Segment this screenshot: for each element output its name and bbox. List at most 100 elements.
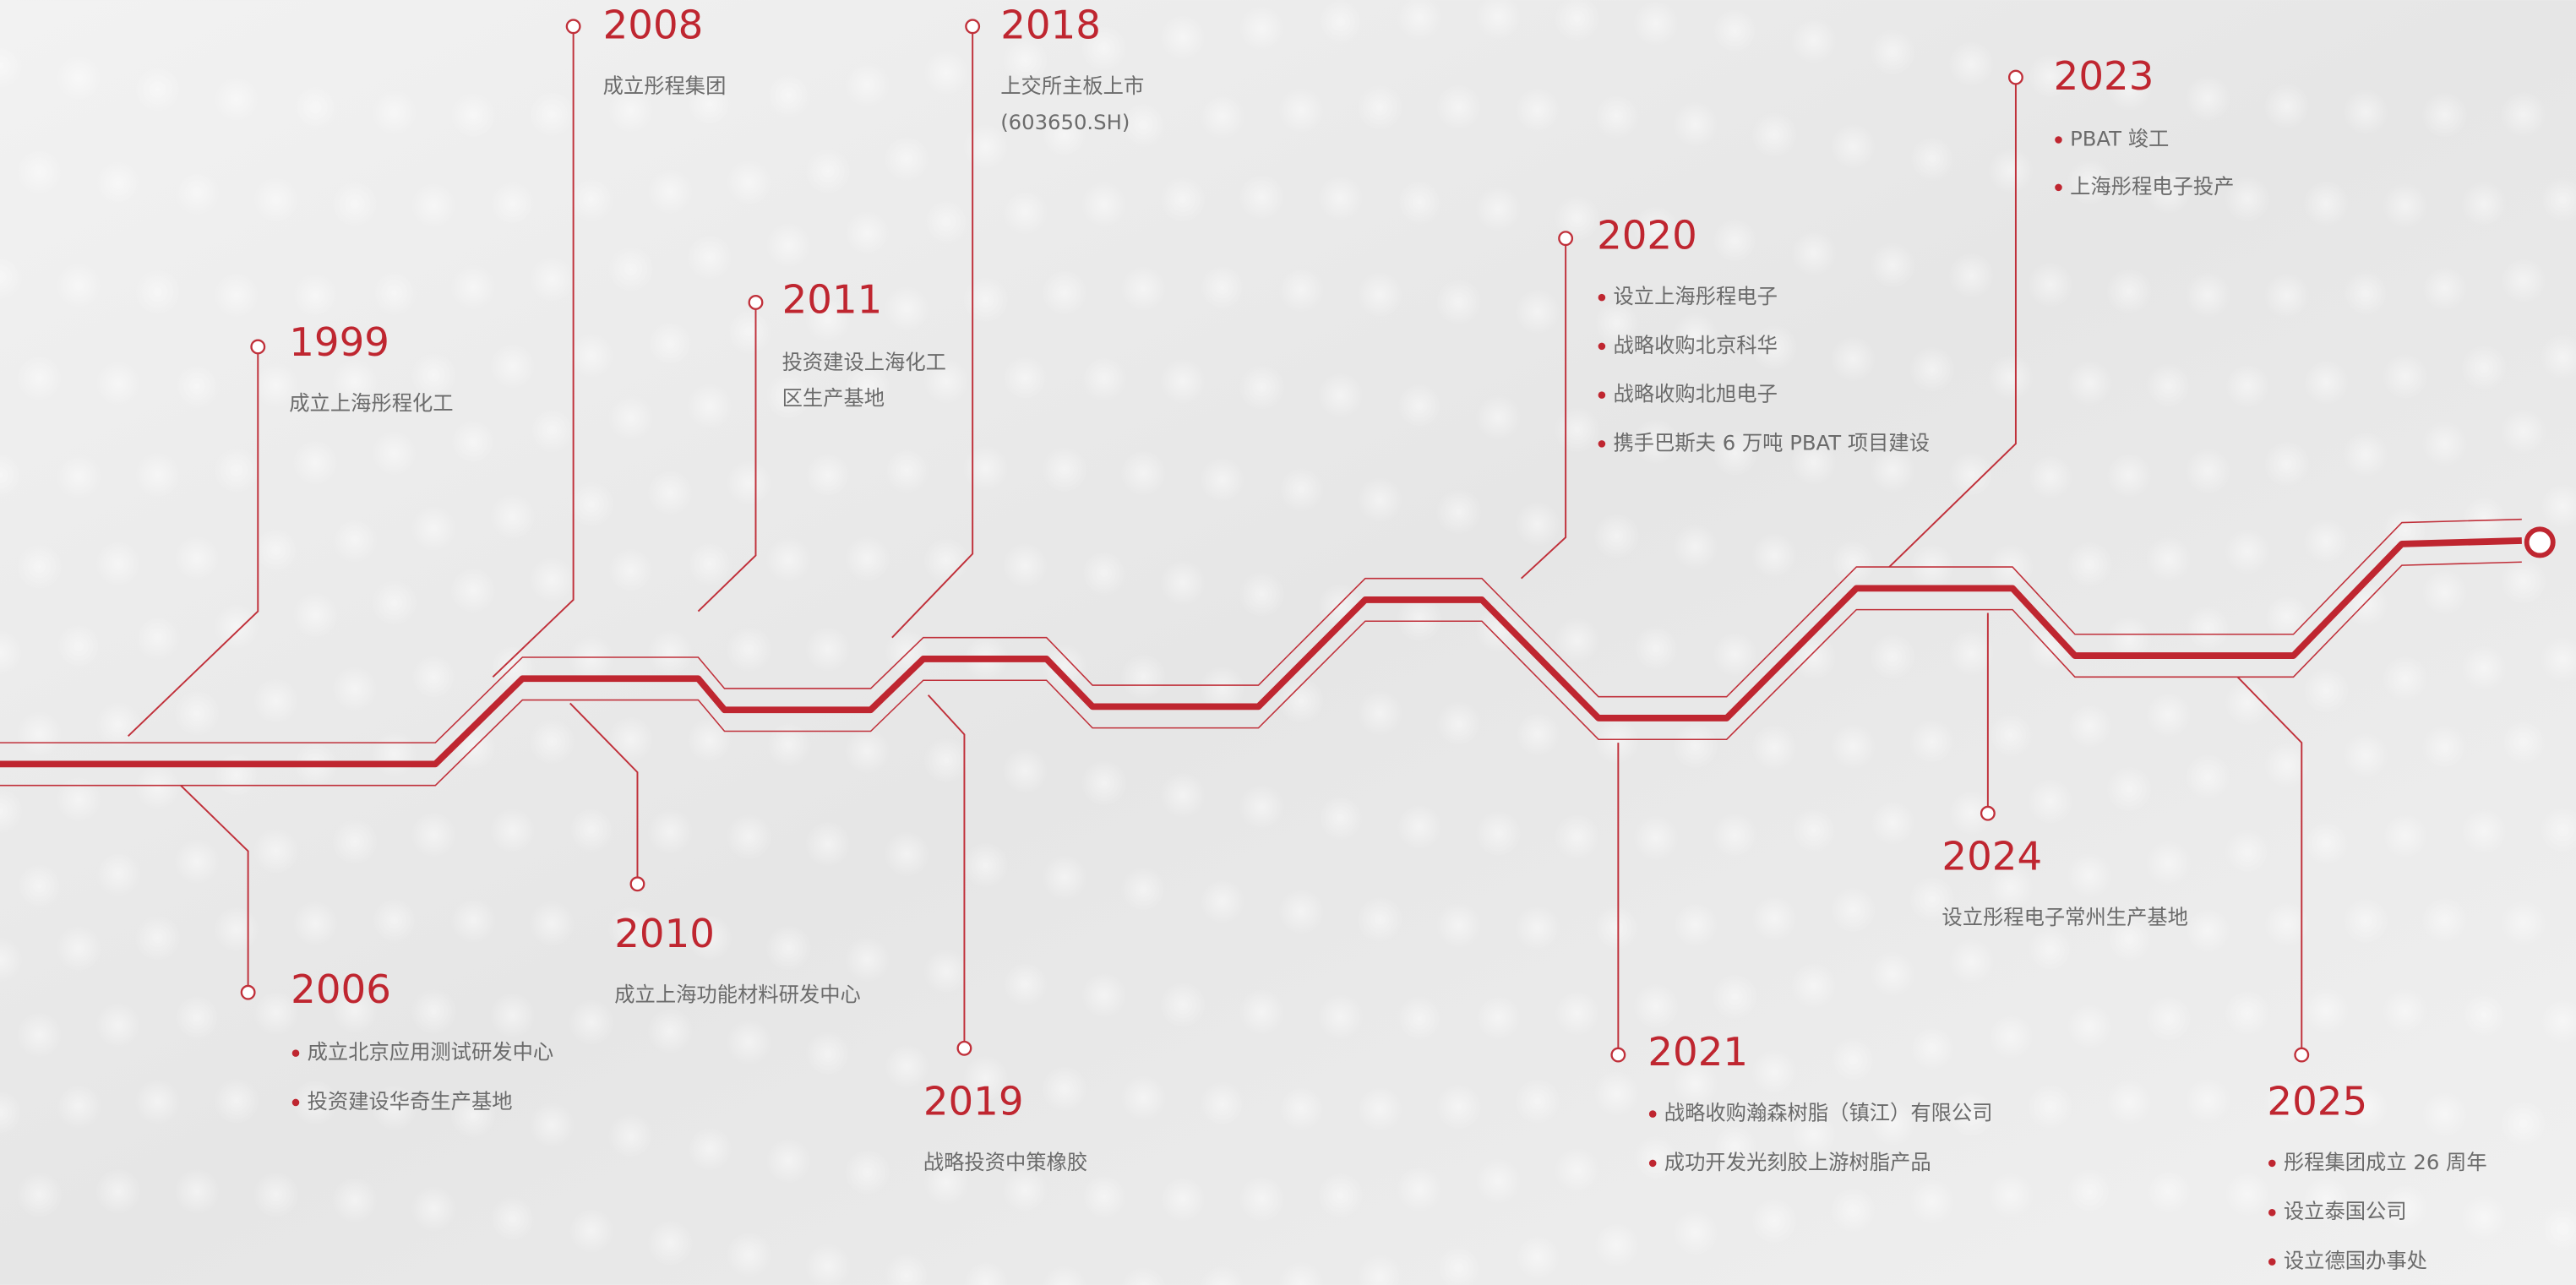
bokeh-dot bbox=[1081, 972, 1126, 1018]
bokeh-dot bbox=[1712, 8, 1757, 54]
bokeh-dot bbox=[1239, 364, 1284, 410]
bokeh-dot bbox=[1791, 230, 1837, 275]
bokeh-dot bbox=[2028, 778, 2073, 824]
bokeh-dot bbox=[16, 544, 62, 590]
bokeh-dot bbox=[726, 308, 771, 354]
bokeh-dot bbox=[411, 1186, 456, 1232]
bokeh-dot bbox=[1002, 542, 1048, 588]
bokeh-dot bbox=[1002, 1168, 1048, 1213]
bokeh-dot bbox=[2421, 92, 2467, 138]
bokeh-dot bbox=[765, 73, 811, 118]
bokeh-dot bbox=[2185, 272, 2230, 318]
bokeh-dot bbox=[1948, 939, 1994, 984]
bokeh-dot bbox=[214, 907, 259, 952]
bokeh-dot bbox=[1081, 182, 1126, 227]
bokeh-dot bbox=[134, 452, 180, 498]
bokeh-dot bbox=[569, 807, 614, 852]
bokeh-dot bbox=[529, 901, 575, 946]
bokeh-dot bbox=[2146, 692, 2192, 738]
bokeh-dot bbox=[2501, 409, 2546, 455]
bokeh-dot bbox=[134, 67, 180, 112]
event-item: 投资建设上海化工 bbox=[782, 350, 946, 374]
bokeh-dot bbox=[1357, 896, 1402, 942]
bokeh-dot bbox=[1633, 815, 1679, 861]
bokeh-dot bbox=[1673, 901, 1718, 947]
bokeh-dot bbox=[16, 356, 62, 401]
bokeh-dot bbox=[1673, 524, 1718, 569]
bokeh-dot bbox=[253, 527, 298, 573]
bokeh-dot bbox=[844, 536, 890, 581]
bokeh-dot bbox=[765, 222, 811, 268]
bokeh-dot bbox=[805, 148, 851, 193]
bokeh-dot bbox=[2383, 656, 2428, 701]
bokeh-dot bbox=[292, 84, 338, 130]
bokeh-dot bbox=[1042, 270, 1087, 315]
bokeh-dot bbox=[411, 988, 456, 1034]
bokeh-dot bbox=[56, 454, 101, 499]
bullet bbox=[1649, 1110, 1657, 1118]
event-item: 成功开发光刻胶上游树脂产品 bbox=[1664, 1150, 1931, 1174]
event-year: 2008 bbox=[603, 3, 704, 49]
bokeh-dot bbox=[2225, 529, 2270, 574]
bokeh-dot bbox=[56, 1083, 101, 1129]
bokeh-dot bbox=[2383, 182, 2428, 228]
bokeh-dot bbox=[1436, 279, 1482, 324]
bokeh-dot bbox=[1870, 29, 1915, 74]
bullet bbox=[1649, 1160, 1657, 1168]
event-item: 设立德国办事处 bbox=[2284, 1249, 2427, 1273]
bokeh-dot bbox=[1278, 88, 1324, 133]
bokeh-dot bbox=[16, 863, 62, 909]
bokeh-dot bbox=[253, 177, 298, 222]
bokeh-dot bbox=[2421, 897, 2467, 943]
bokeh-dot bbox=[569, 482, 614, 527]
bokeh-dot bbox=[2343, 432, 2388, 477]
bokeh-dot bbox=[1357, 84, 1402, 130]
bokeh-dot bbox=[884, 136, 929, 182]
bokeh-dot bbox=[1081, 1173, 1126, 1219]
bokeh-dot bbox=[884, 286, 929, 331]
bokeh-dot bbox=[1791, 808, 1837, 853]
bokeh-dot bbox=[2028, 1084, 2073, 1130]
event-item: 彤程集团成立 26 周年 bbox=[2284, 1150, 2487, 1174]
bokeh-dot bbox=[292, 440, 338, 486]
bokeh-dot bbox=[1199, 879, 1244, 924]
bokeh-dot bbox=[174, 839, 220, 885]
bokeh-dot bbox=[371, 580, 417, 625]
event-dot bbox=[631, 878, 645, 891]
bokeh-dot bbox=[1120, 654, 1166, 700]
bokeh-dot bbox=[332, 666, 378, 711]
bokeh-dot bbox=[214, 604, 259, 650]
bokeh-dot bbox=[687, 717, 732, 763]
bokeh-dot bbox=[607, 716, 653, 762]
bokeh-dot bbox=[765, 536, 811, 582]
bokeh-dot bbox=[1830, 1187, 1876, 1233]
bokeh-dot bbox=[2303, 667, 2349, 713]
bokeh-dot bbox=[1002, 748, 1048, 793]
bokeh-dot bbox=[1751, 1049, 1797, 1095]
bokeh-dot bbox=[529, 407, 575, 453]
bokeh-dot bbox=[411, 654, 456, 700]
bokeh-dot bbox=[2067, 703, 2112, 749]
bokeh-dot bbox=[1199, 94, 1244, 139]
bokeh-dot bbox=[134, 915, 180, 961]
bokeh-dot bbox=[569, 999, 614, 1045]
bokeh-dot bbox=[2264, 901, 2310, 947]
bokeh-dot bbox=[1278, 466, 1324, 512]
bokeh-dot bbox=[2343, 732, 2388, 778]
bokeh-dot bbox=[529, 557, 575, 602]
bokeh-dot bbox=[1593, 1222, 1639, 1267]
bokeh-dot bbox=[1988, 1014, 2034, 1059]
bokeh-dot bbox=[2146, 841, 2192, 886]
bokeh-dot bbox=[1555, 990, 1600, 1036]
bokeh-dot bbox=[1002, 189, 1048, 235]
bokeh-dot bbox=[2225, 362, 2270, 408]
bokeh-dot bbox=[1830, 723, 1876, 769]
bokeh-dot bbox=[214, 447, 259, 493]
bokeh-dot bbox=[253, 1172, 298, 1217]
bokeh-dot bbox=[1593, 905, 1639, 950]
bokeh-dot bbox=[1673, 1210, 1718, 1255]
bokeh-dot bbox=[1239, 1176, 1284, 1222]
bokeh-dot bbox=[647, 809, 693, 854]
bokeh-dot bbox=[2225, 830, 2270, 875]
bokeh-dot bbox=[1357, 690, 1402, 736]
